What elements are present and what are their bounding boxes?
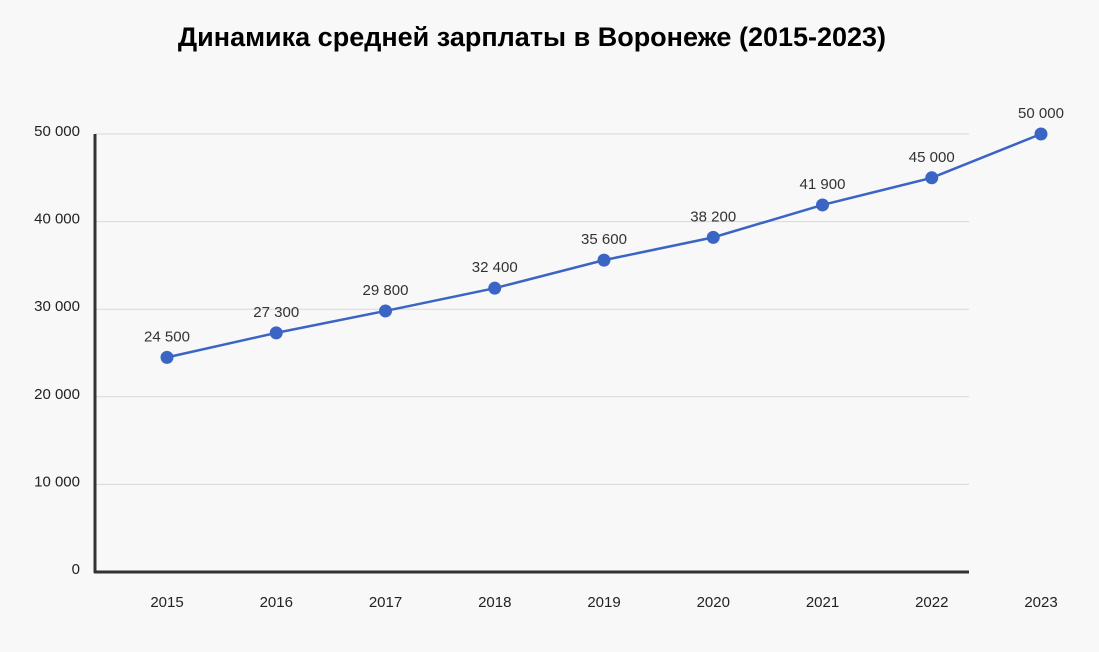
data-label: 24 500 <box>144 328 190 345</box>
data-point <box>706 230 720 244</box>
data-point <box>488 281 502 295</box>
data-point <box>269 326 283 340</box>
chart-title: Динамика средней зарплаты в Воронеже (20… <box>178 22 886 52</box>
data-point <box>816 198 829 212</box>
data-label: 32 400 <box>472 259 518 276</box>
x-tick-label: 2022 <box>915 594 948 611</box>
y-tick-label: 50 000 <box>34 123 80 140</box>
data-label: 45 000 <box>909 149 955 166</box>
data-label: 27 300 <box>253 304 299 321</box>
data-label: 35 600 <box>581 231 627 248</box>
data-point <box>925 171 939 185</box>
data-label: 29 800 <box>363 282 409 299</box>
data-point <box>1034 127 1048 141</box>
x-tick-label: 2018 <box>478 594 511 611</box>
y-tick-label: 0 <box>72 561 80 578</box>
y-tick-label: 10 000 <box>34 473 80 490</box>
y-tick-label: 20 000 <box>34 386 80 403</box>
x-tick-label: 2020 <box>697 594 730 611</box>
x-tick-label: 2019 <box>587 594 620 611</box>
x-tick-label: 2015 <box>150 594 183 611</box>
x-tick-label: 2017 <box>369 594 402 611</box>
x-tick-label: 2021 <box>806 594 839 611</box>
y-tick-label: 40 000 <box>34 211 80 228</box>
data-point <box>597 253 611 267</box>
data-label: 38 200 <box>690 208 736 225</box>
x-tick-label: 2023 <box>1024 594 1057 611</box>
x-tick-label: 2016 <box>260 594 293 611</box>
data-label: 50 000 <box>1018 105 1064 122</box>
data-label: 41 900 <box>800 176 846 193</box>
data-point <box>379 304 392 318</box>
data-point <box>160 350 174 364</box>
y-tick-label: 30 000 <box>34 298 80 315</box>
